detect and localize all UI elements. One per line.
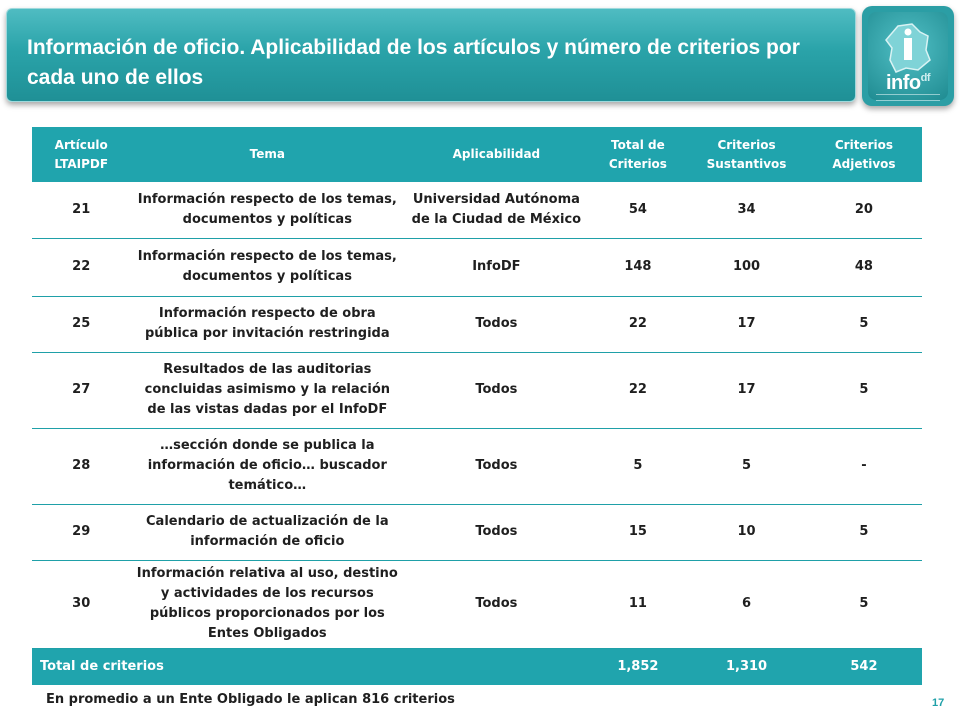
col-aplicabilidad: Aplicabilidad — [404, 127, 589, 182]
cell-tema: Información respecto de los temas, docum… — [130, 182, 405, 239]
col-adjetivos: Criterios Adjetivos — [805, 127, 922, 182]
map-emblem-icon — [885, 23, 931, 73]
cell-sustantivos: 6 — [687, 560, 806, 649]
total-criterios: 1,852 — [588, 648, 688, 685]
cell-total: 148 — [588, 238, 688, 297]
cell-sustantivos: 100 — [687, 238, 806, 297]
cell-tema: Calendario de actualización de la inform… — [130, 504, 405, 561]
logo-emblem: infodf — [868, 12, 948, 101]
total-adjetivos: 542 — [805, 648, 922, 685]
cell-tema: Información relativa al uso, destino y a… — [130, 560, 405, 649]
footnote: En promedio a un Ente Obligado le aplica… — [46, 692, 455, 707]
table-row: 30 Información relativa al uso, destino … — [32, 560, 922, 649]
cell-adjetivos: 48 — [805, 238, 922, 297]
logo-wordmark: infodf — [868, 72, 948, 95]
cell-total: 5 — [588, 428, 688, 505]
cell-aplicabilidad: Todos — [404, 560, 589, 649]
title-banner: Información de oficio. Aplicabilidad de … — [6, 8, 856, 102]
total-row: Total de criterios 1,852 1,310 542 — [32, 648, 922, 685]
logo-word: info — [885, 72, 921, 94]
cell-articulo: 28 — [32, 428, 131, 505]
cell-aplicabilidad: Universidad Autónoma de la Ciudad de Méx… — [404, 182, 589, 239]
cell-aplicabilidad: Todos — [404, 296, 589, 353]
logo-subtitle-lines — [876, 94, 940, 101]
cell-total: 11 — [588, 560, 688, 649]
table-row: 22 Información respecto de los temas, do… — [32, 238, 922, 297]
cell-sustantivos: 17 — [687, 296, 806, 353]
cell-total: 22 — [588, 296, 688, 353]
total-label: Total de criterios — [32, 648, 589, 685]
cell-sustantivos: 5 — [687, 428, 806, 505]
total-sustantivos: 1,310 — [687, 648, 806, 685]
table-row: 29 Calendario de actualización de la inf… — [32, 504, 922, 561]
cell-tema: Resultados de las auditorias concluidas … — [130, 352, 405, 429]
cell-adjetivos: 5 — [805, 560, 922, 649]
cell-aplicabilidad: InfoDF — [404, 238, 589, 297]
cell-sustantivos: 34 — [687, 182, 806, 239]
cell-aplicabilidad: Todos — [404, 428, 589, 505]
cell-tema: Información respecto de obra pública por… — [130, 296, 405, 353]
col-sustantivos: Criterios Sustantivos — [687, 127, 806, 182]
criteria-table: Artículo LTAIPDF Tema Aplicabilidad Tota… — [32, 127, 922, 685]
cell-adjetivos: 20 — [805, 182, 922, 239]
page-title: Información de oficio. Aplicabilidad de … — [27, 36, 800, 89]
cell-articulo: 30 — [32, 560, 131, 649]
cell-sustantivos: 10 — [687, 504, 806, 561]
cell-articulo: 21 — [32, 182, 131, 239]
table-row: 27 Resultados de las auditorias concluid… — [32, 352, 922, 429]
col-total: Total de Criterios — [588, 127, 688, 182]
infodf-logo: infodf — [862, 6, 954, 106]
cell-articulo: 27 — [32, 352, 131, 429]
col-tema: Tema — [130, 127, 405, 182]
table-row: 28 …sección donde se publica la informac… — [32, 428, 922, 505]
cell-total: 15 — [588, 504, 688, 561]
cell-articulo: 22 — [32, 238, 131, 297]
cell-sustantivos: 17 — [687, 352, 806, 429]
cell-total: 54 — [588, 182, 688, 239]
page-number: 17 — [932, 697, 945, 709]
cell-adjetivos: 5 — [805, 352, 922, 429]
table-row: 21 Información respecto de los temas, do… — [32, 182, 922, 239]
cell-tema: …sección donde se publica la información… — [130, 428, 405, 505]
cell-adjetivos: 5 — [805, 296, 922, 353]
table-row: 25 Información respecto de obra pública … — [32, 296, 922, 353]
cell-adjetivos: 5 — [805, 504, 922, 561]
table-header-row: Artículo LTAIPDF Tema Aplicabilidad Tota… — [32, 127, 922, 182]
cell-tema: Información respecto de los temas, docum… — [130, 238, 405, 297]
cell-adjetivos: - — [805, 428, 922, 505]
col-articulo: Artículo LTAIPDF — [32, 127, 131, 182]
cell-total: 22 — [588, 352, 688, 429]
cell-articulo: 29 — [32, 504, 131, 561]
cell-aplicabilidad: Todos — [404, 504, 589, 561]
cell-aplicabilidad: Todos — [404, 352, 589, 429]
logo-suffix: df — [920, 72, 931, 84]
cell-articulo: 25 — [32, 296, 131, 353]
